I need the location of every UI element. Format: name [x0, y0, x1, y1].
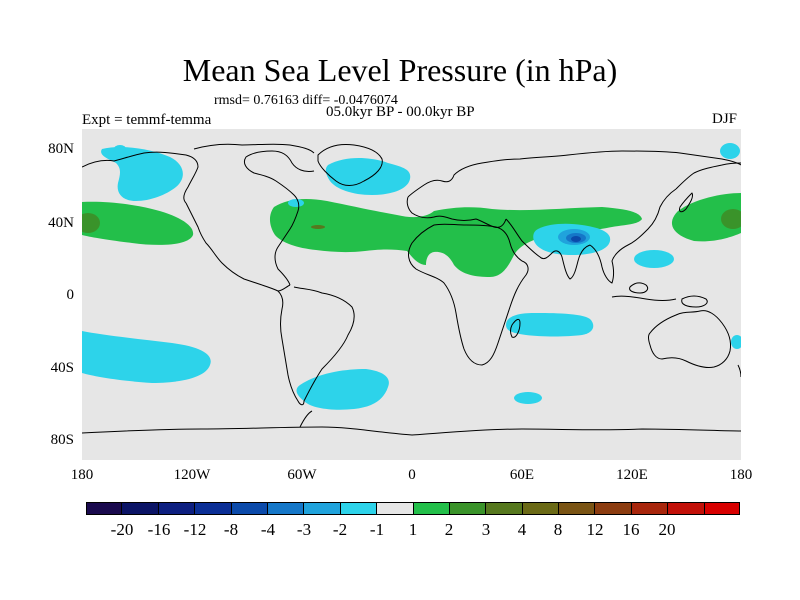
tibetan-low-level-8 [571, 236, 581, 242]
lon-label-0: 0 [408, 467, 416, 483]
colorbar-swatch-8 [377, 502, 414, 515]
colorbar-label: 2 [444, 520, 454, 539]
colorbar-swatch-11 [486, 502, 523, 515]
map-svg [76, 129, 745, 460]
colorbar-label: 8 [553, 520, 563, 539]
coast-antarctic-peninsula [299, 410, 313, 428]
coast-madagascar [510, 318, 521, 338]
coast-africa [408, 223, 529, 366]
colorbar-label: 12 [586, 520, 604, 539]
lat-label-40n: 40N [48, 215, 74, 231]
lon-label-180e: 180 [729, 467, 753, 483]
map-background [82, 129, 741, 460]
coast-new-zealand [737, 364, 742, 378]
anomaly-labrador-low [288, 199, 304, 207]
coast-north-america-west [185, 202, 263, 286]
colorbar-swatch-6 [304, 502, 341, 515]
colorbar-swatch-14 [595, 502, 632, 515]
anomaly-subtropical-indian-low [506, 313, 594, 337]
colorbar [86, 502, 741, 515]
lon-label-120e: 120E [616, 467, 648, 483]
figure-title: Mean Sea Level Pressure (in hPa) [182, 52, 618, 88]
colorbar-swatch-5 [267, 502, 305, 515]
season-label: DJF [712, 111, 738, 127]
coast-south-america [277, 286, 355, 406]
colorbar-label: 3 [481, 520, 491, 539]
colorbar-swatch-13 [559, 502, 596, 515]
anomaly-core-north-pacific-west [76, 213, 100, 233]
colorbar-label: -2 [332, 520, 348, 539]
lon-label-120w: 120W [173, 467, 211, 483]
colorbar-swatch-12 [522, 502, 560, 515]
anomaly-arctic-east-low [720, 143, 740, 159]
anomaly-north-pacific-east [671, 193, 741, 242]
colorbar-label: -8 [223, 520, 239, 539]
coast-north-america-east [243, 150, 315, 286]
coast-arctic-canada [193, 143, 315, 154]
colorbar-swatch-1 [122, 502, 159, 515]
coast-new-guinea [681, 295, 708, 308]
coast-australia [648, 310, 731, 368]
colorbar-label: -20 [110, 520, 134, 539]
anomaly-southern-ocean-low [514, 392, 542, 404]
anomaly-south-pacific-low [82, 331, 211, 383]
lat-label-equator: 0 [66, 287, 75, 303]
coast-europe [407, 150, 742, 198]
anomaly-bering-low [114, 145, 126, 153]
positive-anomaly-layer [82, 193, 741, 277]
colorbar-label: -12 [183, 520, 207, 539]
anomaly-core-north-pacific-east [721, 209, 745, 229]
colorbar-swatch-2 [158, 502, 196, 515]
lat-label-80n: 80N [48, 141, 74, 157]
anomaly-core-atlantic [311, 225, 325, 229]
colorbar-swatch-7 [340, 502, 378, 515]
positive-anomaly-core-layer [76, 209, 745, 233]
tibetan-low-core-layer [558, 229, 590, 245]
coast-japan [679, 192, 693, 213]
colorbar-label: 16 [622, 520, 640, 539]
lon-label-60w: 60W [287, 467, 317, 483]
anomaly-east-asia-low [634, 250, 674, 268]
colorbar-swatch-3 [195, 502, 232, 515]
colorbar-swatch-4 [231, 502, 268, 515]
colorbar-swatch-10 [449, 502, 487, 515]
lon-label-60e: 60E [509, 467, 535, 483]
anomaly-tasman-low [731, 335, 743, 349]
colorbar-label: -16 [147, 520, 171, 539]
coastline-layer [81, 143, 742, 436]
coast-indonesia [611, 282, 677, 301]
anomaly-south-atlantic-low [296, 369, 389, 410]
colorbar-label: -3 [296, 520, 312, 539]
coast-alaska [81, 151, 199, 204]
colorbar-label: 20 [658, 520, 676, 539]
time-period-label: 05.0kyr BP - 00.0kyr BP [326, 104, 475, 120]
map-panel [76, 129, 745, 460]
coast-greenland [317, 144, 383, 186]
colorbar-swatch-17 [704, 502, 741, 515]
experiment-label: Expt = temmf-temma [82, 112, 212, 128]
lon-label-180w: 180 [70, 467, 94, 483]
colorbar-label: 1 [408, 520, 418, 539]
lat-label-80s: 80S [50, 432, 74, 448]
lat-label-40s: 40S [50, 360, 74, 376]
colorbar-swatch-16 [668, 502, 705, 515]
colorbar-swatch-9 [413, 502, 450, 515]
colorbar-label: -4 [260, 520, 276, 539]
coast-antarctica [81, 426, 742, 436]
anomaly-northeast-pacific-low [101, 146, 183, 201]
colorbar-swatch-15 [631, 502, 669, 515]
coast-southeast-asia [589, 188, 677, 284]
anomaly-north-atlantic-eurasia [269, 199, 642, 277]
rmsd-diff-stats: rmsd= 0.76163 diff= -0.0476074 [214, 93, 398, 108]
colorbar-swatch-0 [86, 502, 123, 515]
colorbar-label: 4 [517, 520, 527, 539]
coast-east-asia [675, 162, 742, 190]
coast-arabia-india [505, 218, 591, 280]
colorbar-label: -1 [369, 520, 385, 539]
anomaly-north-pacific-west [82, 201, 194, 245]
